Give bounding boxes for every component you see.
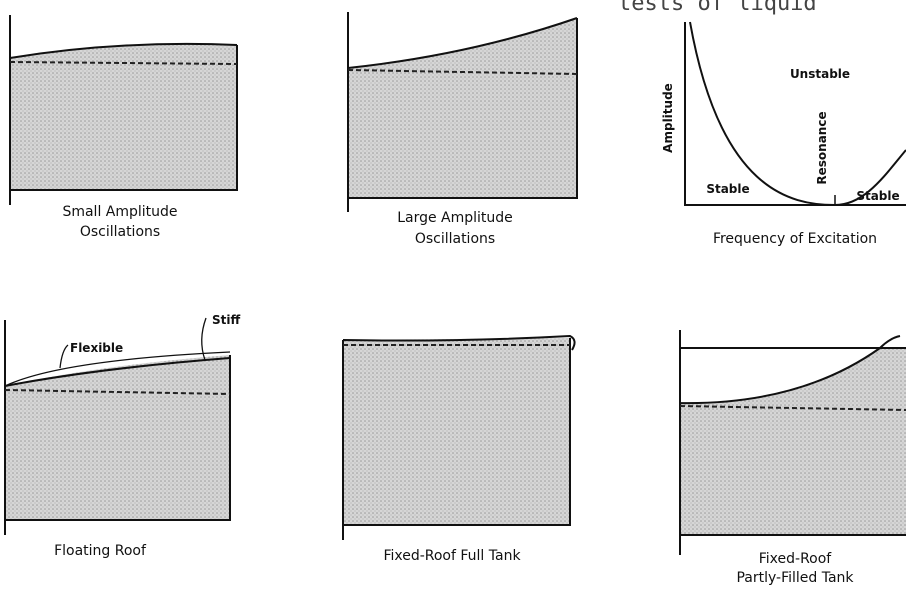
label-flexible: Flexible [70,341,123,355]
region-label: Unstable [790,67,850,81]
caption: Small Amplitude [62,204,177,220]
caption: Oscillations [415,231,495,247]
label-stiff: Stiff [212,313,240,327]
panel-small-amplitude: Small Amplitude Oscillations [9,15,238,240]
caption: Large Amplitude [397,210,513,226]
region-label: Stable [856,189,899,203]
caption: Fixed-Roof Full Tank [383,548,521,564]
caption: Partly-Filled Tank [736,570,854,586]
caption: Oscillations [80,224,160,240]
region-label: Stable [706,182,749,196]
y-label: Amplitude [661,83,675,153]
caption: Fixed-Roof [759,551,833,567]
panel-partly-filled: Fixed-Roof Partly-Filled Tank [679,330,906,586]
caption: Floating Roof [54,543,147,559]
panel-large-amplitude: Large Amplitude Oscillations [347,12,578,247]
resonance-label: Resonance [815,111,829,184]
header-text: tests of liquid [618,0,817,16]
panel-full-tank: Fixed-Roof Full Tank [342,334,576,564]
panel-stability: Amplitude Unstable Resonance Stable Stab… [661,21,906,247]
caption: Frequency of Excitation [713,231,877,247]
panel-floating-roof: Stiff Flexible Floating Roof [4,313,240,559]
